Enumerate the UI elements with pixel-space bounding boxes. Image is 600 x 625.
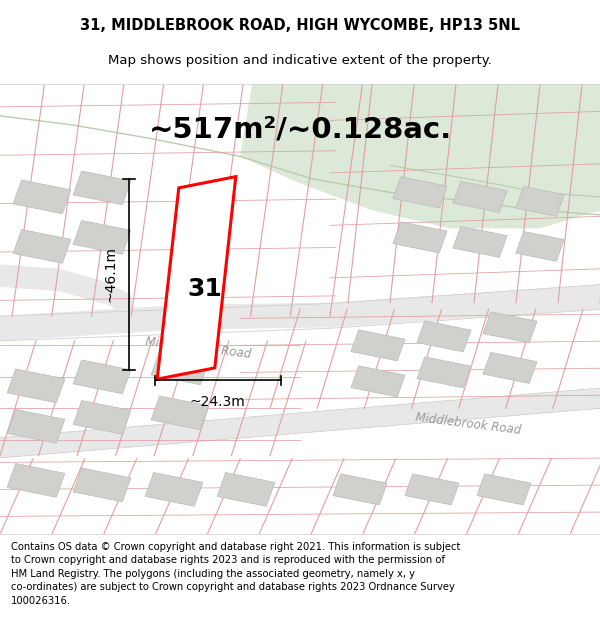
Text: Middlebrook Road: Middlebrook Road	[145, 335, 251, 361]
Polygon shape	[393, 222, 447, 253]
Polygon shape	[73, 401, 131, 434]
Polygon shape	[0, 388, 600, 458]
Polygon shape	[217, 472, 275, 506]
Polygon shape	[0, 264, 132, 318]
Polygon shape	[393, 177, 447, 208]
Text: ~24.3m: ~24.3m	[190, 394, 245, 409]
Polygon shape	[7, 369, 65, 402]
Polygon shape	[73, 468, 131, 502]
Polygon shape	[151, 396, 209, 430]
Polygon shape	[351, 366, 405, 397]
Polygon shape	[483, 312, 537, 343]
Polygon shape	[405, 474, 459, 505]
Polygon shape	[417, 357, 471, 388]
Text: ~517m²/~0.128ac.: ~517m²/~0.128ac.	[148, 116, 452, 143]
Polygon shape	[453, 181, 507, 213]
Polygon shape	[333, 474, 387, 505]
Polygon shape	[7, 409, 65, 443]
Polygon shape	[145, 472, 203, 506]
Polygon shape	[7, 464, 65, 498]
Polygon shape	[516, 186, 564, 216]
Polygon shape	[417, 321, 471, 352]
Polygon shape	[453, 226, 507, 258]
Polygon shape	[73, 171, 131, 205]
Text: Map shows position and indicative extent of the property.: Map shows position and indicative extent…	[108, 54, 492, 68]
Text: 31, MIDDLEBROOK ROAD, HIGH WYCOMBE, HP13 5NL: 31, MIDDLEBROOK ROAD, HIGH WYCOMBE, HP13…	[80, 18, 520, 32]
Text: ~46.1m: ~46.1m	[104, 246, 118, 302]
Text: Contains OS data © Crown copyright and database right 2021. This information is : Contains OS data © Crown copyright and d…	[11, 542, 460, 606]
Polygon shape	[516, 231, 564, 261]
Polygon shape	[0, 284, 600, 341]
Polygon shape	[13, 229, 71, 263]
Polygon shape	[157, 177, 236, 379]
Polygon shape	[477, 474, 531, 505]
Polygon shape	[483, 352, 537, 383]
Text: Middlebrook Road: Middlebrook Road	[415, 411, 521, 437]
Text: 31: 31	[188, 277, 223, 301]
Polygon shape	[240, 84, 600, 228]
Polygon shape	[151, 351, 209, 385]
Polygon shape	[73, 221, 131, 254]
Polygon shape	[73, 360, 131, 394]
Polygon shape	[351, 330, 405, 361]
Polygon shape	[13, 180, 71, 214]
